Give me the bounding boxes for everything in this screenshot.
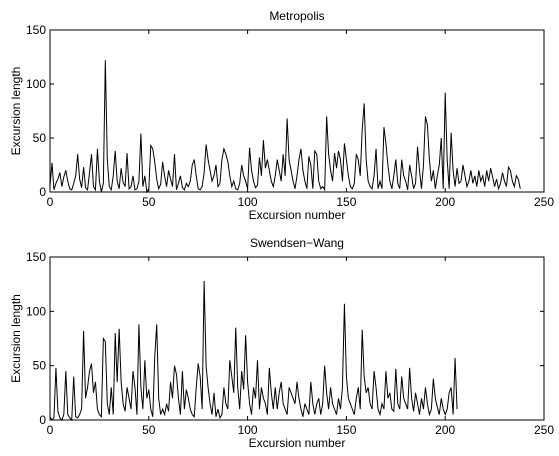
x-tick-label: 50 (142, 423, 156, 437)
y-tick-label: 150 (26, 23, 46, 37)
x-tick-label: 250 (534, 195, 554, 209)
x-tick-label: 0 (47, 195, 54, 209)
x-tick-label: 200 (435, 423, 455, 437)
y-tick-label: 50 (33, 131, 47, 145)
y-tick-label: 0 (39, 413, 46, 427)
x-tick-label: 50 (142, 195, 156, 209)
y-tick-label: 100 (26, 304, 46, 318)
x-tick-label: 200 (435, 195, 455, 209)
x-axis-label: Excursion number (249, 208, 346, 222)
plot-area (49, 256, 545, 421)
y-tick-label: 150 (26, 250, 46, 264)
x-tick-label: 250 (534, 423, 554, 437)
chart-title: Swendsen−Wang (250, 236, 344, 250)
y-axis-label: Excursion length (9, 294, 23, 383)
swendsen-wang-panel: 0 50 100 150 200 250 0 50 100 150 Swendsen−Wang Exc… (9, 236, 554, 450)
x-tick-label: 100 (238, 195, 258, 209)
x-tick-label: 150 (336, 423, 356, 437)
y-tick-label: 50 (33, 359, 47, 373)
y-tick-label: 0 (39, 185, 46, 199)
chart-title: Metropolis (269, 9, 324, 23)
plot-area (49, 29, 545, 193)
x-axis-label: Excursion number (249, 436, 346, 450)
metropolis-panel: 0 50 100 150 200 250 0 50 100 150 Metropolis Excurs… (9, 9, 554, 222)
x-tick-label: 100 (238, 423, 258, 437)
x-tick-label: 150 (336, 195, 356, 209)
series-line (49, 60, 521, 194)
x-tick-label: 0 (47, 423, 54, 437)
series-line (49, 280, 458, 422)
y-tick-label: 100 (26, 77, 46, 91)
y-axis-label: Excursion length (9, 67, 23, 156)
